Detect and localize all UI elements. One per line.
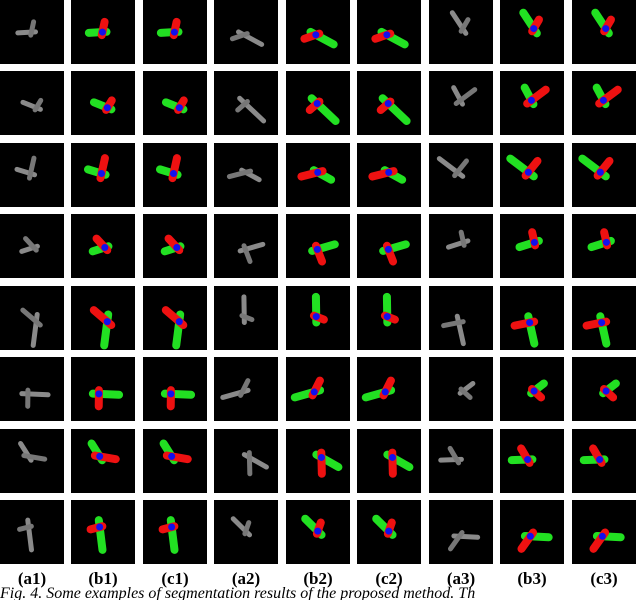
overlap-region xyxy=(596,168,604,176)
overlap-region xyxy=(383,313,391,321)
overlap-region xyxy=(98,170,106,178)
overlap-region xyxy=(170,170,178,178)
overlap-region xyxy=(167,390,175,398)
overlap-region xyxy=(98,28,106,36)
chromosome-arm xyxy=(229,31,250,42)
overlap-region xyxy=(312,31,320,39)
chromosome-arm xyxy=(28,19,37,38)
column-label: (a3) xyxy=(447,569,475,588)
image-tile xyxy=(429,214,493,278)
column-labels: (a1) (b1) (c1) (a2) (b2) (c2) (a3) (b3) (c3) xyxy=(18,569,618,588)
caption: Fig. 4. Some examples of segmentation re… xyxy=(0,585,475,600)
column-label: (c3) xyxy=(590,569,617,588)
overlap-region xyxy=(384,100,392,108)
column-label: (c2) xyxy=(375,569,402,588)
image-tile xyxy=(143,357,207,421)
overlap-region xyxy=(103,318,111,326)
overlap-region xyxy=(312,313,320,321)
overlap-region xyxy=(530,238,538,246)
image-tile xyxy=(0,357,64,421)
overlap-region xyxy=(95,390,103,398)
overlap-region xyxy=(530,25,538,33)
overlap-region xyxy=(526,532,534,540)
overlap-region xyxy=(96,452,104,460)
image-tile xyxy=(71,357,135,421)
overlap-region xyxy=(602,238,610,246)
overlap-region xyxy=(385,168,393,176)
image-grid xyxy=(0,0,636,564)
chromosome-arm xyxy=(246,450,253,477)
overlap-region xyxy=(602,25,610,33)
overlap-region xyxy=(596,456,604,464)
chromosome-arm xyxy=(23,236,39,253)
overlap-region xyxy=(317,453,325,461)
chromosome-arm xyxy=(20,307,43,328)
chromosome-arm xyxy=(17,523,34,532)
overlap-region xyxy=(381,388,389,396)
chromosome-arm xyxy=(458,17,471,34)
overlap-region xyxy=(599,96,607,104)
overlap-region xyxy=(175,104,183,112)
overlap-region xyxy=(313,245,321,253)
image-tile xyxy=(214,429,278,493)
column-label: (b1) xyxy=(88,569,117,588)
chromosome-arm xyxy=(235,99,250,113)
overlap-region xyxy=(524,456,532,464)
chromosome-arm xyxy=(241,243,253,264)
overlap-region xyxy=(96,523,104,531)
overlap-region xyxy=(385,527,393,535)
overlap-region xyxy=(103,104,111,112)
overlap-region xyxy=(530,387,538,395)
overlap-region xyxy=(388,453,396,461)
overlap-region xyxy=(314,168,322,176)
column-label: (b2) xyxy=(303,569,332,588)
overlap-region xyxy=(101,243,109,251)
overlap-region xyxy=(175,318,183,326)
overlap-region xyxy=(313,100,321,108)
chromosome-arm xyxy=(226,168,254,180)
overlap-region xyxy=(383,31,391,39)
chromosome-arm xyxy=(447,445,462,466)
overlap-region xyxy=(310,388,318,396)
overlap-region xyxy=(526,319,534,327)
overlap-region xyxy=(384,245,392,253)
chromosome-arm xyxy=(242,520,252,537)
overlap-region xyxy=(168,523,176,531)
overlap-region xyxy=(524,168,532,176)
chromosome-arm xyxy=(458,229,467,248)
column-label: (c1) xyxy=(161,569,188,588)
chromosome-arm xyxy=(458,386,473,400)
overlap-region xyxy=(314,527,322,535)
image-tile xyxy=(0,500,64,564)
chromosome-arm xyxy=(447,530,465,552)
column-label: (a2) xyxy=(232,569,260,588)
overlap-region xyxy=(168,452,176,460)
column-label: (b3) xyxy=(517,569,546,588)
overlap-region xyxy=(170,28,178,36)
chromosome-arm xyxy=(452,158,469,179)
overlap-region xyxy=(598,532,606,540)
overlap-region xyxy=(173,243,181,251)
overlap-region xyxy=(598,319,606,327)
image-tile xyxy=(0,71,64,135)
column-label: (a1) xyxy=(18,569,46,588)
chromosome-arm xyxy=(239,313,255,323)
chromosome-arm xyxy=(26,155,37,181)
chromosome-arm xyxy=(21,453,48,462)
chromosome-arm xyxy=(441,319,466,329)
chromosome-arm xyxy=(453,87,478,107)
overlap-region xyxy=(527,96,535,104)
chromosome-arm xyxy=(32,97,44,113)
chromosome-arm xyxy=(238,378,251,398)
overlap-region xyxy=(602,387,610,395)
